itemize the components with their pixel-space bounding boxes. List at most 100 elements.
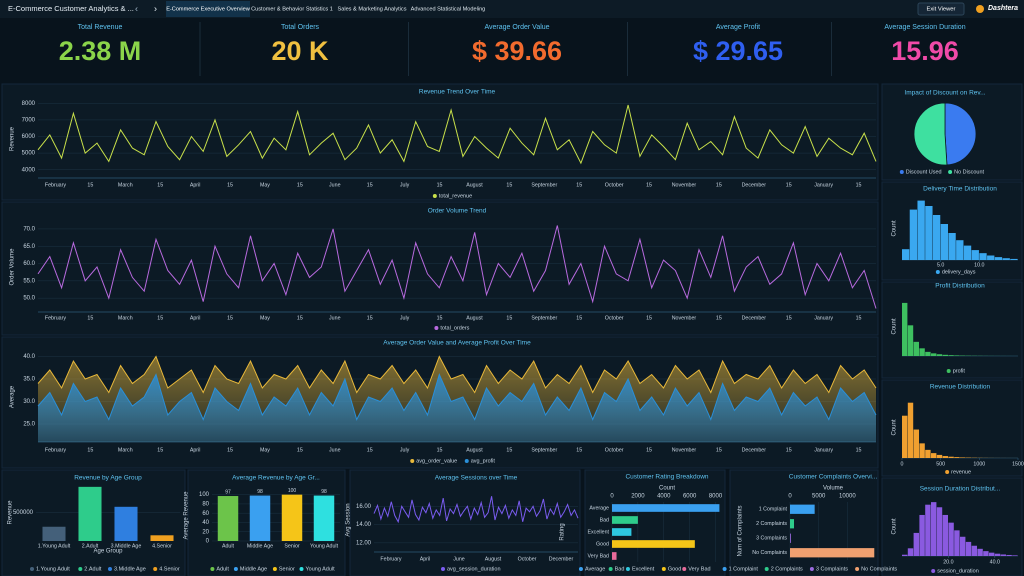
legend-swatch: [661, 567, 666, 571]
x-tick-label: 3.Middle Age: [111, 543, 142, 549]
histogram-bar: [940, 224, 948, 260]
bar: [78, 486, 102, 541]
histogram-bar: [907, 402, 914, 458]
legend-label: Middle Age: [240, 566, 267, 572]
x-tick-label: September: [531, 447, 557, 453]
x-tick-label: 1.Young Adult: [38, 543, 71, 549]
exit-button[interactable]: [917, 2, 965, 16]
panel: [729, 469, 879, 576]
legend-swatch: [946, 369, 951, 373]
x-tick-label: 0: [901, 461, 904, 467]
x-tick-label: 15: [227, 447, 233, 453]
x-tick-label: 0: [610, 494, 614, 500]
nav-forward[interactable]: ›: [154, 3, 157, 13]
kpi-label: Average Profit: [716, 24, 760, 31]
histogram-bar: [942, 514, 948, 556]
y-axis-label: Count: [892, 518, 898, 534]
chart-title: Average Order Value and Average Profit O…: [383, 340, 531, 347]
legend-label: 1 Complaint: [729, 566, 759, 572]
bar: [790, 519, 795, 529]
chart-title: Revenue by Age Group: [74, 475, 142, 482]
legend-label: 3 Complaints: [816, 566, 848, 572]
legend-swatch: [608, 567, 613, 571]
x-tick-label: 4000: [657, 494, 671, 500]
x-tick-label: December: [742, 315, 767, 321]
x-tick-label: July: [400, 447, 410, 453]
tab-active[interactable]: [166, 1, 250, 17]
x-tick-label: Senior: [284, 543, 300, 549]
x-tick-label: 15: [786, 182, 792, 188]
x-tick-label: Middle Age: [247, 543, 273, 549]
x-tick-label: 15: [646, 315, 652, 321]
y-axis-label: Revenue: [10, 126, 16, 151]
y-tick-label: 7000: [22, 117, 36, 123]
pie-slice: [944, 102, 977, 166]
legend-swatch: [935, 270, 940, 274]
y-tick-label: Average: [589, 505, 609, 511]
x-tick-label: June: [453, 556, 465, 562]
x-tick-label: September: [531, 315, 557, 321]
y-axis-label: Count: [892, 318, 898, 334]
legend-label: total_revenue: [439, 193, 472, 199]
legend-label: Average: [585, 566, 605, 572]
x-tick-label: July: [400, 182, 410, 188]
nav-back[interactable]: ‹: [135, 3, 138, 13]
x-tick-label: 1500: [1012, 461, 1024, 467]
tab[interactable]: E-Commerce Executive Overview: [166, 6, 251, 12]
x-tick-label: 10.0: [974, 262, 984, 268]
tab[interactable]: Sales & Marketing Analytics: [337, 6, 406, 12]
x-tick-label: August: [466, 315, 483, 321]
x-tick-label: 15: [576, 315, 582, 321]
histogram-bar: [942, 456, 948, 458]
x-tick-label: 5.0: [937, 262, 944, 268]
x-tick-label: April: [190, 315, 201, 321]
legend-swatch: [153, 567, 158, 571]
x-tick-label: 40.0: [990, 559, 1000, 565]
histogram-bar: [954, 530, 960, 556]
legend-swatch: [272, 567, 277, 571]
x-tick-label: 15: [87, 315, 93, 321]
x-tick-label: 15: [367, 315, 373, 321]
legend-label: session_duration: [937, 568, 979, 574]
x-tick-label: October: [605, 315, 624, 321]
x-tick-label: August: [485, 556, 502, 562]
x-axis-label: Count: [659, 486, 675, 492]
line: [37, 373, 877, 421]
tab[interactable]: Advanced Statistical Modeling: [411, 6, 486, 12]
histogram-bar: [971, 250, 979, 260]
x-tick-label: June: [329, 315, 341, 321]
legend-label: No Complaints: [861, 566, 897, 572]
histogram-bar: [971, 545, 977, 556]
y-tick-label: Bad: [600, 517, 609, 523]
x-tick-label: 8000: [709, 494, 723, 500]
x-tick-label: June: [329, 447, 341, 453]
legend-swatch: [210, 567, 215, 571]
histogram-bar: [977, 548, 983, 556]
legend-label: revenue: [951, 469, 971, 475]
legend-label: avg_session_duration: [447, 566, 501, 572]
x-tick-label: 15: [227, 315, 233, 321]
histogram-bar: [907, 548, 914, 556]
histogram-bar: [983, 551, 989, 556]
legend-label: 2 Complaints: [771, 566, 803, 572]
histogram-bar: [1010, 258, 1018, 260]
legend-swatch: [682, 567, 687, 571]
x-tick-label: November: [672, 447, 697, 453]
chart-title: Session Duration Distribut...: [920, 486, 1001, 493]
legend-label: profit: [953, 368, 966, 374]
line: [373, 496, 579, 524]
tab[interactable]: Customer & Behavior Statistics 1: [251, 6, 333, 12]
y-tick-label: 60.0: [23, 261, 35, 267]
histogram-bar: [917, 200, 925, 260]
chart-title: Delivery Time Distribution: [923, 186, 997, 193]
histogram-bar: [902, 249, 910, 260]
exit-label[interactable]: Exit Viewer: [927, 7, 956, 13]
legend-swatch: [625, 567, 630, 571]
y-axis-label: Count: [892, 220, 898, 236]
x-tick-label: April: [190, 447, 201, 453]
legend-swatch: [945, 470, 950, 474]
y-tick-label: Excellent: [588, 529, 610, 535]
x-tick-label: February: [45, 182, 67, 188]
top-bar: [0, 0, 1024, 18]
legend-swatch: [299, 567, 304, 571]
